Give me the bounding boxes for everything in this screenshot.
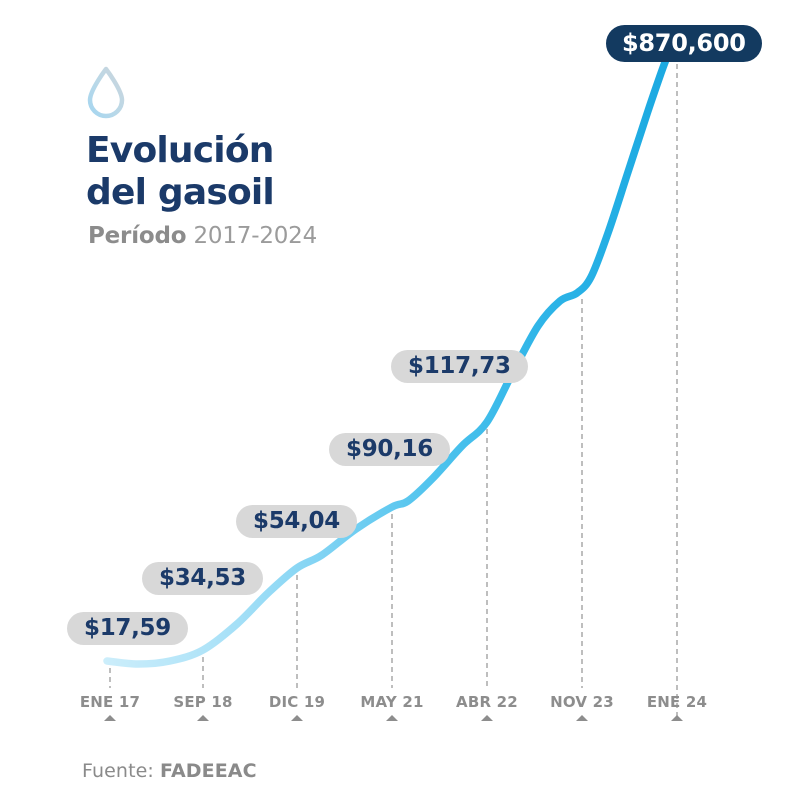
up-arrow-icon	[671, 715, 683, 721]
up-arrow-icon	[386, 715, 398, 721]
x-axis-label: ABR 22	[456, 693, 518, 711]
up-arrow-icon	[481, 715, 493, 721]
title-line-2: del gasoil	[86, 172, 275, 214]
source-value: FADEEAC	[160, 760, 257, 782]
x-axis-label: SEP 18	[173, 693, 233, 711]
price-label-pill: $54,04	[236, 505, 357, 538]
up-arrow-icon	[291, 715, 303, 721]
period-subtitle: Período 2017-2024	[88, 223, 317, 249]
period-label: Período	[88, 223, 187, 249]
price-label-pill: $17,59	[67, 612, 188, 645]
up-arrow-icon	[576, 715, 588, 721]
source-label: Fuente:	[82, 760, 154, 782]
up-arrow-icon	[104, 715, 116, 721]
x-axis-label: ENE 24	[646, 693, 708, 711]
title-line-1: Evolución	[86, 130, 274, 171]
x-axis-label: NOV 23	[550, 693, 614, 711]
dashed-guides	[109, 64, 678, 717]
price-label-pill: $90,16	[329, 433, 450, 466]
up-arrow-icon	[197, 715, 209, 721]
x-axis-label: DIC 19	[268, 693, 326, 711]
final-price-badge: $870,600	[606, 25, 762, 62]
x-axis-label: ENE 17	[79, 693, 141, 711]
source-credit: Fuente: FADEEAC	[82, 760, 257, 782]
period-value: 2017-2024	[193, 223, 318, 249]
price-label-pill: $34,53	[142, 562, 263, 595]
x-axis-label: MAY 21	[360, 693, 424, 711]
price-curve	[103, 53, 671, 668]
page-title: Evolución del gasoil	[86, 130, 275, 214]
price-label-pill: $117,73	[391, 350, 528, 383]
water-drop-icon	[87, 66, 125, 119]
